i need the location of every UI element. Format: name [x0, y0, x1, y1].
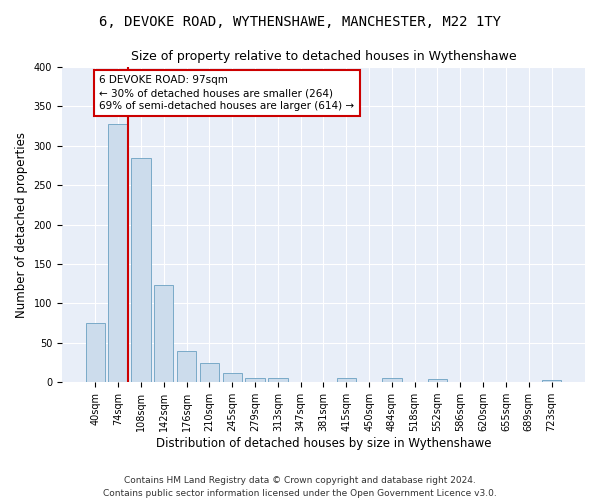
Bar — [154, 286, 173, 382]
Bar — [428, 379, 447, 382]
Bar — [245, 378, 265, 382]
Bar — [223, 373, 242, 382]
Text: Contains HM Land Registry data © Crown copyright and database right 2024.
Contai: Contains HM Land Registry data © Crown c… — [103, 476, 497, 498]
Bar — [200, 364, 219, 382]
Bar — [86, 323, 105, 382]
Bar — [337, 378, 356, 382]
Text: 6, DEVOKE ROAD, WYTHENSHAWE, MANCHESTER, M22 1TY: 6, DEVOKE ROAD, WYTHENSHAWE, MANCHESTER,… — [99, 15, 501, 29]
X-axis label: Distribution of detached houses by size in Wythenshawe: Distribution of detached houses by size … — [156, 437, 491, 450]
Title: Size of property relative to detached houses in Wythenshawe: Size of property relative to detached ho… — [131, 50, 516, 63]
Bar — [177, 352, 196, 382]
Bar — [542, 380, 561, 382]
Text: 6 DEVOKE ROAD: 97sqm
← 30% of detached houses are smaller (264)
69% of semi-deta: 6 DEVOKE ROAD: 97sqm ← 30% of detached h… — [100, 75, 355, 111]
Bar — [109, 124, 128, 382]
Bar — [382, 378, 401, 382]
Y-axis label: Number of detached properties: Number of detached properties — [15, 132, 28, 318]
Bar — [131, 158, 151, 382]
Bar — [268, 378, 287, 382]
